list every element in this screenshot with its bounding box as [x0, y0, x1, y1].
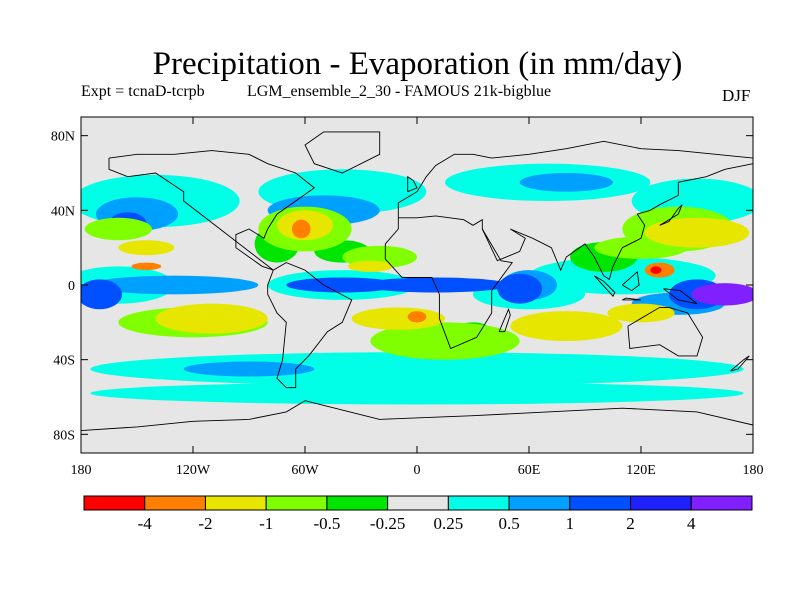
field-contour — [691, 283, 753, 306]
coastline — [593, 275, 616, 297]
field-contour — [607, 303, 675, 323]
coastline — [481, 163, 753, 281]
coastline — [730, 355, 750, 372]
chart-title: Precipitation - Evaporation (in mm/day) — [152, 46, 683, 82]
field-contour — [291, 219, 311, 239]
colorbar-label: 2 — [626, 514, 635, 533]
colorbar: -4 -2 -1 -0.5 -0.25 0.25 0.5 1 2 4 — [83, 495, 753, 533]
colorbar-label: -1 — [259, 514, 273, 533]
run-label: LGM_ensemble_2_30 - FAMOUS 21k-bigblue — [247, 83, 552, 100]
field-contour — [131, 262, 162, 271]
colorbar-label: 0.25 — [433, 514, 463, 533]
lon-tick-label: 120W — [176, 463, 211, 478]
colorbar-swatch — [690, 495, 753, 511]
coastline — [407, 175, 418, 193]
field-contour — [90, 352, 744, 386]
coastline — [498, 308, 511, 333]
map-axes: 80N 40N 0 40S 80S 180 120W 60W 0 60E 120E 180 — [51, 117, 764, 478]
colorbar-swatch — [326, 495, 389, 511]
pe-field-layer — [81, 163, 753, 405]
field-contour — [510, 311, 623, 342]
field-contour — [650, 266, 662, 274]
colorbar-label: 4 — [687, 514, 696, 533]
field-contour — [286, 277, 399, 293]
colorbar-swatch — [508, 495, 571, 511]
colorbar-swatch — [265, 495, 328, 511]
colorbar-swatch — [569, 495, 632, 511]
field-contour — [351, 307, 446, 330]
coastline — [627, 306, 704, 357]
season-label: DJF — [722, 86, 751, 105]
lon-tick-label: 180 — [743, 463, 764, 478]
colorbar-swatch — [144, 495, 206, 511]
field-contour — [183, 361, 315, 377]
coastline — [397, 140, 753, 218]
field-contour — [118, 240, 175, 256]
colorbar-swatch — [447, 495, 510, 511]
field-contour — [644, 217, 750, 248]
coastline — [81, 400, 306, 432]
coastline — [384, 215, 513, 350]
coastline — [267, 262, 353, 389]
colorbar-swatch — [83, 495, 146, 511]
colorbar-label: -0.25 — [370, 514, 405, 533]
field-contour — [155, 303, 268, 334]
lat-tick-label: 40S — [53, 354, 75, 369]
lat-tick-label: 40N — [51, 204, 75, 219]
lon-tick-label: 60E — [518, 463, 541, 478]
coastline — [108, 150, 316, 271]
coastlines-layer — [81, 131, 753, 432]
field-contour — [84, 217, 152, 241]
coastline — [304, 131, 381, 174]
colorbar-label: -2 — [198, 514, 212, 533]
field-contour — [81, 279, 123, 310]
colorbar-label: -4 — [138, 514, 153, 533]
field-contour — [407, 311, 427, 323]
field-contour — [347, 260, 393, 272]
coastline — [304, 400, 753, 426]
coastline — [622, 297, 642, 301]
lat-tick-label: 0 — [68, 279, 75, 294]
coastline — [659, 204, 683, 226]
coastline — [622, 271, 640, 292]
field-contour — [519, 173, 613, 192]
colorbar-swatch — [387, 495, 449, 511]
lon-tick-label: 60W — [291, 463, 319, 478]
colorbar-swatch — [204, 495, 267, 511]
colorbar-swatch — [630, 495, 692, 511]
lon-tick-label: 0 — [414, 463, 421, 478]
lat-tick-label: 80N — [51, 130, 75, 145]
field-contour — [497, 273, 543, 304]
experiment-label: Expt = tcnaD-tcrpb — [81, 83, 205, 100]
coastline — [108, 158, 274, 271]
coastline — [663, 288, 698, 305]
lon-tick-label: 180 — [71, 463, 92, 478]
colorbar-label: -0.5 — [313, 514, 340, 533]
field-contour — [370, 322, 520, 360]
colorbar-label: 0.5 — [498, 514, 519, 533]
lat-tick-label: 80S — [53, 428, 75, 443]
field-contour — [90, 382, 744, 405]
colorbar-label: 1 — [566, 514, 575, 533]
lon-tick-label: 120E — [626, 463, 656, 478]
field-contour — [90, 275, 259, 295]
